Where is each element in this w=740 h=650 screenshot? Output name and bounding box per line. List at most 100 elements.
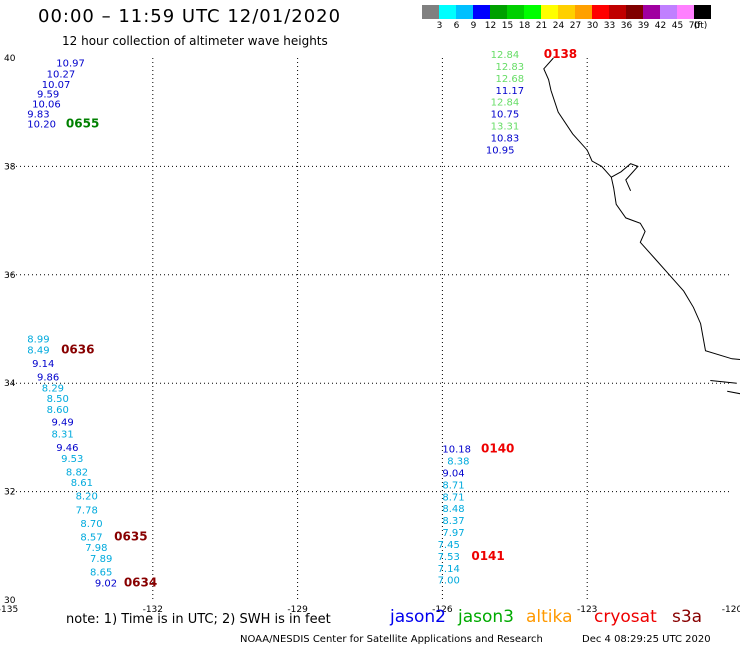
legend-label: 27: [569, 21, 582, 31]
wave-height-label: 8.71: [442, 492, 464, 503]
legend-label: 21: [535, 21, 548, 31]
wave-height-label: 13.31: [491, 122, 520, 133]
longitude-label: -129: [287, 605, 308, 615]
legend-swatch: [558, 5, 575, 19]
legend-label: 18: [518, 21, 531, 31]
wave-height-label: 11.17: [495, 86, 524, 97]
legend-label: 6: [453, 21, 460, 31]
bay-outline: [611, 163, 639, 192]
legend-label: 45: [671, 21, 684, 31]
island-outline: [710, 380, 737, 384]
satellite-name: s3a: [672, 607, 703, 627]
wave-height-label: 8.71: [442, 480, 464, 491]
latitude-label: 34: [4, 379, 16, 389]
wave-height-label: 7.14: [438, 564, 460, 575]
wave-height-label: 8.20: [76, 492, 98, 503]
legend-label: 36: [620, 21, 633, 31]
wave-height-label: 12.68: [495, 74, 524, 85]
wave-height-label: 8.82: [66, 467, 88, 478]
pass-time-label: 0655: [66, 116, 99, 130]
legend-swatch: [490, 5, 507, 19]
legend-label: 70: [688, 21, 701, 31]
wave-height-label: 7.78: [76, 505, 98, 516]
wave-height-label: 10.06: [32, 99, 61, 110]
legend-swatch: [643, 5, 660, 19]
legend-swatch: [660, 5, 677, 19]
legend-swatch: [541, 5, 558, 19]
latitude-label: 30: [4, 596, 16, 606]
legend-swatch: [507, 5, 524, 19]
wave-height-label: 9.53: [61, 454, 83, 465]
wave-height-label: 12.83: [495, 62, 524, 73]
wave-height-label: 7.45: [438, 540, 460, 551]
wave-height-label: 10.75: [491, 110, 520, 121]
wave-height-label: 9.04: [442, 468, 464, 479]
longitude-label: -123: [577, 605, 597, 615]
pass-time-label: 0636: [61, 342, 94, 356]
legend-swatch: [694, 5, 711, 19]
wave-height-label: 8.60: [47, 405, 69, 416]
wave-height-label: 8.29: [42, 383, 64, 394]
legend-swatch: [626, 5, 643, 19]
map-subtitle: 12 hour collection of altimeter wave hei…: [62, 34, 328, 48]
wave-height-label: 8.50: [47, 394, 69, 405]
wave-height-label: 12.84: [491, 98, 520, 109]
wave-height-label: 10.95: [486, 145, 515, 156]
legend-swatch: [609, 5, 626, 19]
wave-height-label: 8.65: [90, 568, 112, 579]
longitude-label: -135: [0, 605, 18, 615]
wave-height-label: 9.02: [95, 578, 117, 589]
wave-height-label: 12.84: [491, 50, 520, 61]
legend-label: 15: [501, 21, 514, 31]
wave-height-color-legend: [422, 5, 711, 19]
legend-label: 12: [484, 21, 497, 31]
wave-height-label: 9.59: [37, 90, 59, 101]
legend-swatch: [439, 5, 456, 19]
legend-labels: 3 6 9 12 15 18 21 24 27 30 33 36 39 42 45 70 (ft): [422, 21, 740, 35]
wave-height-label: 7.53: [438, 552, 460, 563]
credit-text: NOAA/NESDIS Center for Satellite Applica…: [240, 634, 543, 645]
wave-height-label: 10.07: [42, 80, 71, 91]
pass-time-label: 0138: [544, 47, 577, 61]
legend-label: 39: [637, 21, 650, 31]
legend-label: 42: [654, 21, 667, 31]
legend-label: 3: [436, 21, 443, 31]
footer-note: note: 1) Time is in UTC; 2) SWH is in fe…: [66, 612, 331, 627]
legend-label: 33: [603, 21, 616, 31]
wave-height-label: 10.27: [47, 70, 76, 81]
longitude-label: -120: [722, 605, 740, 615]
legend-label: 30: [586, 21, 599, 31]
wave-height-label: 8.48: [442, 504, 464, 515]
wave-height-label: 7.00: [438, 576, 460, 587]
coastline: [543, 57, 740, 361]
wave-height-label: 7.89: [90, 554, 112, 565]
satellite-name: jason3: [458, 607, 514, 627]
legend-label: 24: [552, 21, 565, 31]
wave-height-label: 10.18: [442, 445, 471, 456]
pass-time-label: 0634: [124, 575, 157, 589]
wave-height-label: 9.86: [37, 372, 59, 383]
wave-height-label: 9.83: [27, 110, 49, 121]
legend-swatch: [422, 5, 439, 19]
legend-swatch: [456, 5, 473, 19]
satellite-name: altika: [526, 607, 573, 627]
wave-height-label: 9.46: [56, 443, 78, 454]
latitude-label: 40: [4, 54, 16, 64]
wave-height-label: 8.31: [51, 429, 73, 440]
longitude-label: -126: [432, 605, 453, 615]
wave-height-label: 8.49: [27, 345, 49, 356]
wave-height-label: 7.97: [442, 528, 464, 539]
wave-height-label: 8.70: [80, 519, 102, 530]
pass-time-label: 0141: [471, 549, 504, 563]
wave-height-label: 10.97: [56, 59, 85, 70]
map-title: 00:00 – 11:59 UTC 12/01/2020: [38, 6, 342, 27]
latitude-label: 32: [4, 488, 15, 498]
wave-height-label: 8.37: [442, 516, 464, 527]
island-outline: [727, 390, 740, 395]
generation-timestamp: Dec 4 08:29:25 UTC 2020: [582, 634, 711, 645]
latitude-label: 36: [4, 271, 16, 281]
legend-label: 9: [470, 21, 477, 31]
legend-label: (ft): [693, 21, 708, 31]
legend-swatch: [473, 5, 490, 19]
